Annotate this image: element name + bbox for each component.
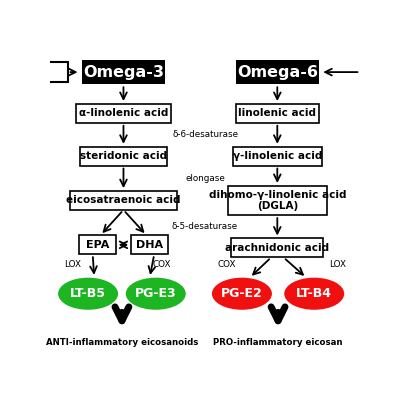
Text: dihomo-γ-linolenic acid
(DGLA): dihomo-γ-linolenic acid (DGLA) xyxy=(208,190,346,211)
Text: α-linolenic acid: α-linolenic acid xyxy=(79,108,168,118)
Text: eicosatraenoic acid: eicosatraenoic acid xyxy=(66,195,181,206)
Text: LOX: LOX xyxy=(329,260,346,269)
FancyBboxPatch shape xyxy=(236,104,319,123)
Text: Omega-3: Omega-3 xyxy=(83,65,164,79)
FancyBboxPatch shape xyxy=(69,191,177,210)
Text: steridonic acid: steridonic acid xyxy=(80,151,167,161)
Ellipse shape xyxy=(126,278,186,310)
FancyBboxPatch shape xyxy=(236,60,319,84)
Text: arachnidonic acid: arachnidonic acid xyxy=(225,243,330,253)
FancyBboxPatch shape xyxy=(48,62,67,82)
Text: EPA: EPA xyxy=(86,240,109,250)
Text: DHA: DHA xyxy=(136,240,163,250)
Text: linolenic acid: linolenic acid xyxy=(238,108,316,118)
Text: COX: COX xyxy=(153,260,171,269)
Text: LT-B4: LT-B4 xyxy=(296,287,332,300)
FancyBboxPatch shape xyxy=(80,146,167,166)
Text: LT-B5: LT-B5 xyxy=(70,287,106,300)
Text: PG-E3: PG-E3 xyxy=(135,287,177,300)
Text: PRO-inflammatory eicosan: PRO-inflammatory eicosan xyxy=(213,338,343,347)
Text: δ-6-desaturase: δ-6-desaturase xyxy=(172,130,238,139)
Text: γ-linolenic acid: γ-linolenic acid xyxy=(233,151,322,161)
Text: LOX: LOX xyxy=(64,260,81,269)
Ellipse shape xyxy=(212,278,272,310)
Text: Omega-6: Omega-6 xyxy=(237,65,318,79)
FancyBboxPatch shape xyxy=(131,235,168,254)
FancyBboxPatch shape xyxy=(231,238,324,257)
FancyBboxPatch shape xyxy=(228,186,326,215)
Text: PG-E2: PG-E2 xyxy=(221,287,263,300)
FancyBboxPatch shape xyxy=(233,146,322,166)
Text: elongase: elongase xyxy=(185,173,225,183)
Text: ANTI-inflammatory eicosanoids: ANTI-inflammatory eicosanoids xyxy=(46,338,198,347)
Text: δ-5-desaturase: δ-5-desaturase xyxy=(172,222,238,231)
FancyBboxPatch shape xyxy=(82,60,165,84)
Text: COX: COX xyxy=(217,260,236,269)
Ellipse shape xyxy=(58,278,118,310)
FancyBboxPatch shape xyxy=(76,104,171,123)
Ellipse shape xyxy=(284,278,344,310)
FancyBboxPatch shape xyxy=(79,235,116,254)
